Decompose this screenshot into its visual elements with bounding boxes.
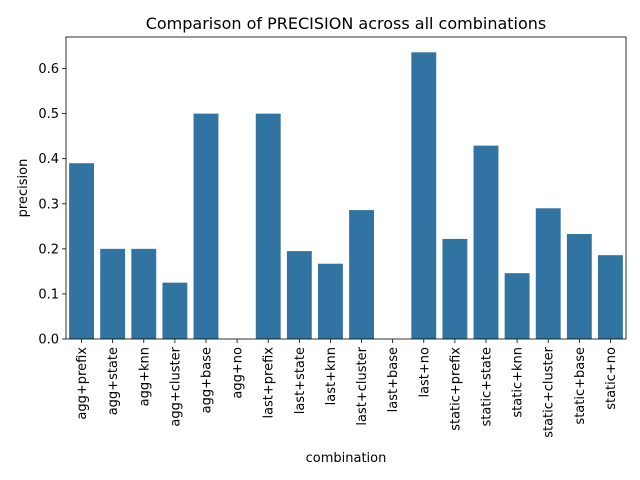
bar-static-base <box>566 233 592 339</box>
y-tick-label: 0.1 <box>38 287 59 302</box>
x-tick-label: static+no <box>604 347 619 410</box>
x-tick-label: agg+state <box>106 347 121 415</box>
y-tick-label: 0.6 <box>38 62 59 77</box>
x-tick-label: static+knn <box>511 347 526 418</box>
x-tick-label: agg+base <box>200 347 215 413</box>
x-tick-label: last+state <box>293 347 308 414</box>
y-tick-label: 0.2 <box>38 242 59 257</box>
x-tick-label: last+prefix <box>262 347 277 419</box>
x-tick-label: static+cluster <box>542 346 557 437</box>
x-tick-label: static+state <box>480 347 495 427</box>
plot-frame <box>65 36 627 340</box>
bar-agg-state <box>100 248 126 339</box>
bar-agg-base <box>193 113 219 340</box>
bar-last-no <box>411 52 437 339</box>
x-tick-label: last+no <box>417 347 432 398</box>
bar-agg-prefix <box>69 163 94 339</box>
x-axis: agg+prefix agg+state agg+knn agg+cluster agg… <box>75 339 619 438</box>
bar-last-prefix <box>255 113 281 340</box>
y-axis: 0.0 0.1 0.2 0.3 0.4 0.5 0.6 <box>38 62 66 348</box>
y-tick-label: 0.3 <box>38 197 59 212</box>
chart-title: Comparison of PRECISION across all combi… <box>146 14 547 33</box>
bars-group <box>69 52 623 340</box>
x-tick-label: last+knn <box>324 347 339 405</box>
bar-static-prefix <box>442 238 468 339</box>
bar-last-state <box>286 251 312 339</box>
bar-static-state <box>473 145 499 339</box>
bar-static-knn <box>504 273 530 339</box>
bar-agg-knn <box>131 248 157 339</box>
x-tick-label: static+base <box>573 347 588 425</box>
x-tick-label: agg+cluster <box>168 346 183 426</box>
x-tick-label: agg+no <box>231 347 246 399</box>
bar-static-no <box>598 255 623 339</box>
bar-static-cluster <box>535 208 561 339</box>
x-tick-label: last+cluster <box>355 346 370 425</box>
y-tick-label: 0.4 <box>38 152 59 167</box>
x-tick-label: last+base <box>386 347 401 412</box>
x-tick-label: static+prefix <box>448 347 463 431</box>
x-axis-title: combination <box>306 451 387 466</box>
bar-agg-cluster <box>162 282 188 339</box>
bar-last-knn <box>318 263 343 339</box>
y-axis-title: precision <box>16 159 31 218</box>
bar-last-cluster <box>349 210 374 339</box>
y-tick-label: 0.0 <box>38 333 59 348</box>
y-tick-label: 0.5 <box>38 107 59 122</box>
x-tick-label: agg+prefix <box>75 347 90 420</box>
x-tick-label: agg+knn <box>137 347 152 406</box>
